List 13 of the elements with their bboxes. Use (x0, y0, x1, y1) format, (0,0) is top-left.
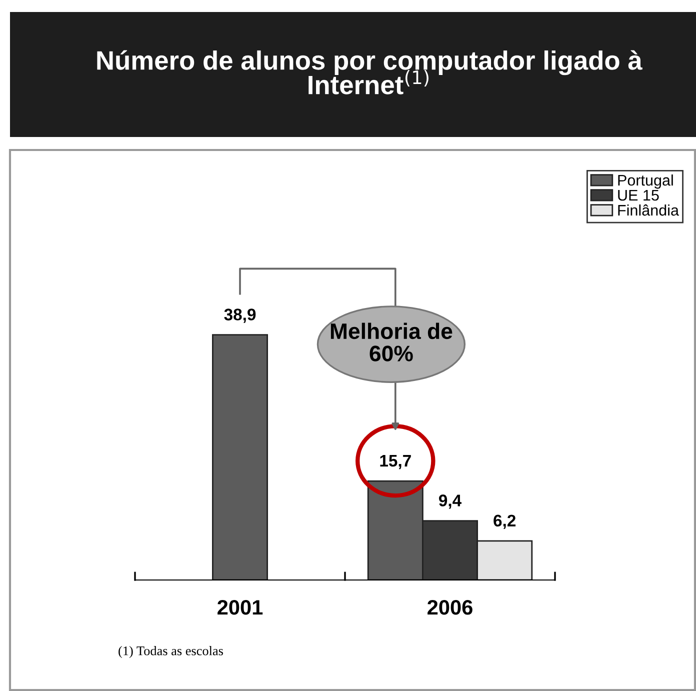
annotation: Melhoria de 60% (330, 322, 452, 362)
text: (1) Todas as escolas (118, 646, 223, 658)
bar (212, 334, 268, 580)
legend-label: Portugal (618, 174, 673, 189)
legend-label: UE 15 (618, 190, 659, 201)
chart-title: Número de alunos por computador ligado à Internet$^{(1)}$ (97, 50, 642, 94)
x-tick-label: 2006 (428, 600, 472, 615)
data-label: 6,2 (494, 514, 516, 529)
data-label: 9,4 (438, 494, 462, 509)
legend-label: Finlândia (618, 204, 679, 216)
x-tick-label: 2001 (218, 600, 263, 615)
data-label: 15,7 (380, 455, 411, 470)
data-label: 38,9 (224, 308, 256, 323)
